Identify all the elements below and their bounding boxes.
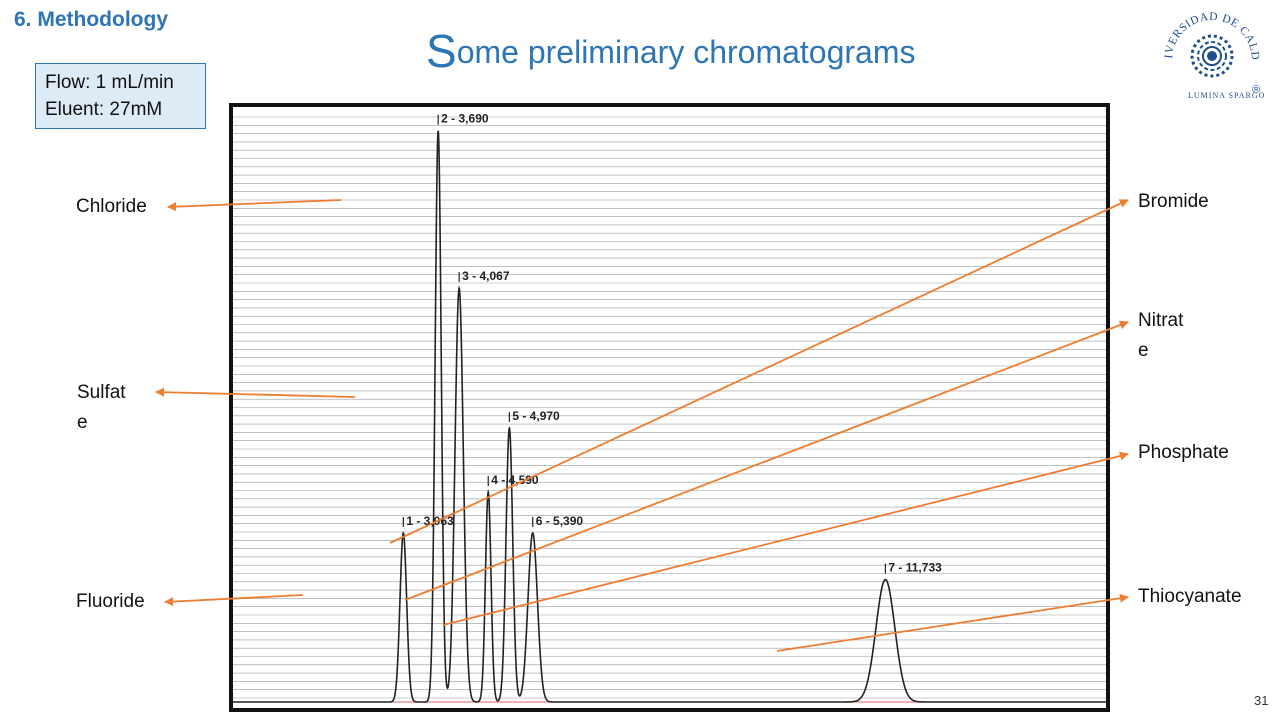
arrow-phosphate — [442, 451, 1129, 626]
title-first-letter: S — [426, 25, 457, 77]
label-phosphate: Phosphate — [1138, 442, 1229, 463]
arrow-bromide — [389, 199, 1129, 544]
page-number: 31 — [1254, 693, 1269, 708]
peak-label-1: 1 - 3,063 — [406, 514, 454, 528]
label-chloride: Chloride — [76, 196, 147, 217]
section-title: 6. Methodology — [14, 8, 168, 31]
peak-label-3: 3 - 4,067 — [462, 269, 510, 283]
sun-icon — [1190, 34, 1234, 78]
label-nitrate-line2: e — [1138, 340, 1149, 361]
grid-lines — [233, 116, 1106, 699]
chromatogram-frame: 1 - 3,063 2 - 3,690 3 - 4,067 4 - 4,590 5 - … — [229, 103, 1110, 712]
label-sulfate-line1: Sulfat — [77, 382, 126, 403]
university-logo: UNIVERSIDAD DE CALDAS LUMINA SPARGO ® — [1158, 2, 1265, 100]
arrow-thiocyanate — [776, 593, 1129, 652]
arrow-chloride — [167, 199, 342, 212]
peak-label-6: 6 - 5,390 — [536, 514, 584, 528]
label-sulfate: Sulfat e — [77, 378, 126, 438]
peak-label-5: 5 - 4,970 — [512, 409, 560, 423]
label-fluoride: Fluoride — [76, 591, 145, 612]
arrow-sulfate — [155, 387, 356, 398]
chromatogram-trace — [233, 130, 1106, 703]
logo-motto: LUMINA SPARGO — [1188, 91, 1265, 100]
conditions-box: Flow: 1 mL/min Eluent: 27mM — [35, 63, 206, 129]
label-nitrate: Nitrat e — [1138, 306, 1183, 366]
logo-registered-mark: ® — [1252, 84, 1260, 96]
peak-label-2: 2 - 3,690 — [441, 112, 489, 126]
flow-text: Flow: 1 mL/min — [45, 72, 174, 93]
eluent-text: Eluent: 27mM — [45, 99, 163, 120]
title-rest: ome preliminary chromatograms — [456, 34, 916, 70]
peak-label-7: 7 - 11,733 — [888, 561, 942, 575]
arrow-fluoride — [164, 594, 304, 607]
arrow-nitrate — [404, 320, 1129, 601]
chromatogram-plot: 1 - 3,063 2 - 3,690 3 - 4,067 4 - 4,590 5 - … — [233, 112, 1106, 703]
peak-label-4: 4 - 4,590 — [491, 473, 539, 487]
label-thiocyanate: Thiocyanate — [1138, 586, 1242, 607]
label-nitrate-line1: Nitrat — [1138, 310, 1184, 331]
slide-title: Some preliminary chromatograms — [426, 24, 916, 78]
label-sulfate-line2: e — [77, 412, 88, 433]
label-bromide: Bromide — [1138, 191, 1209, 212]
